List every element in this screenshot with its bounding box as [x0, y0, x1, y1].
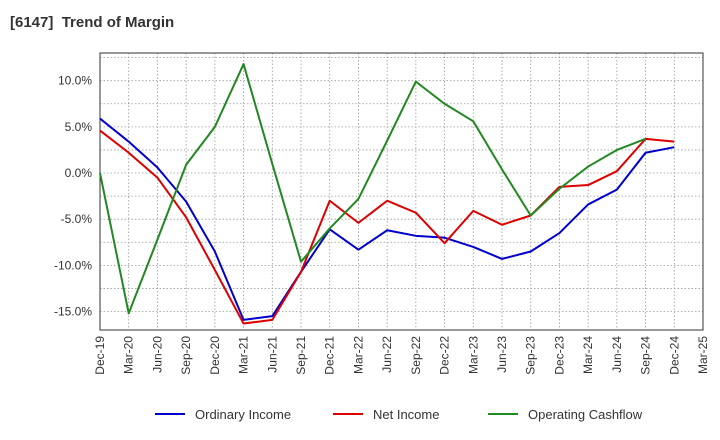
x-tick-label: Mar-21	[237, 336, 251, 374]
x-tick-label: Jun-22	[380, 336, 394, 373]
x-tick-label: Mar-23	[466, 336, 480, 374]
y-tick-label: 5.0%	[65, 120, 93, 134]
legend-layer: Ordinary Income Net Income Operating Cashf…	[155, 407, 643, 422]
y-tick-label: -10.0%	[54, 258, 92, 272]
series-line-operating-cashflow	[99, 63, 646, 315]
y-tick-label: -15.0%	[54, 305, 92, 319]
series-line-net-income	[99, 129, 675, 325]
x-tick-label: Jun-24	[610, 336, 624, 373]
x-tick-label: Mar-20	[122, 336, 136, 374]
y-tick-label: 10.0%	[58, 74, 92, 88]
x-tick-label: Sep-23	[524, 336, 538, 375]
x-tick-label: Dec-19	[93, 336, 107, 375]
legend-label: Operating Cashflow	[528, 407, 643, 422]
x-tick-label: Mar-25	[696, 336, 710, 374]
x-tick-label: Sep-24	[639, 336, 653, 375]
x-tick-label: Mar-22	[351, 336, 365, 374]
legend-label: Ordinary Income	[195, 407, 291, 422]
y-tick-label: -5.0%	[61, 212, 93, 226]
x-tick-label: Dec-24	[667, 336, 681, 375]
series-line-ordinary-income	[99, 117, 675, 321]
x-tick-label: Sep-20	[179, 336, 193, 375]
x-tick-label: Jun-21	[265, 336, 279, 373]
series-layer	[99, 63, 675, 325]
x-tick-label: Dec-20	[208, 336, 222, 375]
x-tick-label: Jun-23	[495, 336, 509, 373]
axis-layer: 10.0% 5.0% 0.0% -5.0% -10.0% -15.0% Dec-19 Mar-…	[54, 52, 710, 375]
x-tick-label: Jun-20	[150, 336, 164, 373]
y-tick-label: 0.0%	[65, 166, 93, 180]
x-tick-label: Sep-21	[294, 336, 308, 375]
legend-label: Net Income	[373, 407, 439, 422]
x-tick-label: Mar-24	[581, 336, 595, 374]
chart-title: [6147] Trend of Margin	[10, 14, 175, 31]
x-tick-label: Sep-22	[409, 336, 423, 375]
plot-frame	[99, 52, 704, 331]
x-tick-label: Dec-22	[438, 336, 452, 375]
x-tick-label: Dec-23	[552, 336, 566, 375]
x-tick-label: Dec-21	[323, 336, 337, 375]
